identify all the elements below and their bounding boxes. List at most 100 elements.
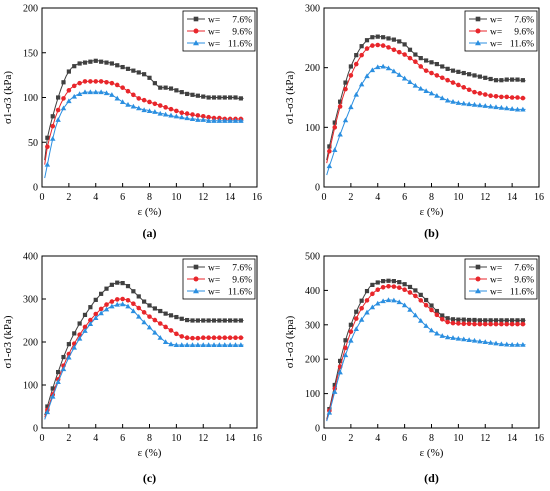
data-point — [131, 68, 136, 73]
data-point — [499, 321, 504, 327]
data-point — [342, 117, 349, 123]
chart-panel-2: 0 2 4 6 8 10 12 14 16 0 100 200 300 ε (%) σ1-σ3 (kPa) (… — [284, 4, 544, 241]
data-point — [227, 118, 233, 123]
legend-item: w= 7.6% — [187, 15, 252, 25]
data-point — [353, 91, 359, 97]
y-tick-label: 500 — [305, 252, 320, 263]
data-point — [200, 342, 206, 348]
data-point — [434, 330, 440, 336]
data-point — [125, 297, 131, 303]
legend-prefix: w= — [208, 39, 220, 49]
data-point — [195, 335, 201, 341]
data-point — [173, 113, 180, 119]
x-tick-label: 6 — [402, 192, 407, 203]
data-point — [338, 358, 343, 364]
data-point — [455, 335, 462, 341]
legend-prefix: w= — [490, 15, 502, 25]
data-point — [418, 298, 424, 303]
data-point — [179, 316, 184, 321]
data-point — [493, 104, 499, 110]
data-point — [158, 85, 163, 90]
data-point — [493, 94, 499, 99]
data-point — [391, 37, 396, 42]
data-point — [332, 120, 337, 125]
data-point — [72, 331, 77, 336]
data-point — [396, 299, 402, 305]
y-axis-label: σ1-σ3 (kPa) — [2, 71, 14, 124]
x-tick-label: 14 — [225, 433, 235, 444]
data-point — [211, 342, 217, 348]
data-point — [99, 291, 104, 296]
legend-marker — [475, 264, 481, 270]
data-point — [190, 335, 195, 341]
data-point — [520, 318, 525, 323]
data-point — [179, 110, 185, 116]
data-point — [439, 333, 445, 338]
series-w11-6 — [326, 297, 526, 422]
y-tick-label: 200 — [305, 355, 320, 366]
data-point — [402, 52, 407, 57]
data-point — [228, 318, 233, 323]
data-point — [434, 73, 440, 78]
data-point — [348, 337, 354, 343]
data-point — [402, 42, 407, 47]
data-point — [233, 318, 238, 323]
data-point — [504, 318, 509, 323]
data-point — [445, 319, 450, 325]
data-point — [482, 92, 488, 97]
data-point — [77, 321, 82, 326]
data-point — [381, 279, 386, 284]
legend-item: w= 9.6% — [469, 275, 534, 285]
data-point — [163, 324, 168, 330]
data-point — [450, 320, 456, 326]
data-point — [109, 92, 115, 97]
series-w7-6 — [44, 280, 244, 416]
data-point — [444, 334, 451, 340]
chart-panel-1: 0 2 4 6 8 10 12 14 16 0 50 100 150 200 ε (%) σ1-σ3 (kPa… — [2, 4, 262, 241]
data-point — [380, 298, 386, 304]
data-point — [418, 85, 424, 91]
data-point — [488, 76, 493, 82]
data-point — [147, 314, 152, 319]
legend-label: 11.6% — [228, 39, 252, 49]
x-tick-label: 2 — [348, 433, 353, 444]
x-tick-label: 8 — [429, 433, 434, 444]
data-point — [114, 95, 120, 101]
data-point — [423, 68, 429, 73]
y-tick-label: 0 — [315, 183, 320, 194]
data-point — [510, 77, 515, 82]
data-point — [488, 321, 493, 327]
data-point — [66, 354, 72, 360]
data-point — [98, 306, 104, 312]
data-point — [515, 95, 520, 100]
data-point — [189, 116, 196, 122]
data-point — [61, 96, 66, 101]
data-point — [364, 309, 370, 315]
data-point — [93, 297, 98, 302]
data-point — [343, 86, 348, 92]
legend-label: 9.6% — [514, 27, 534, 37]
data-point — [131, 289, 136, 294]
x-tick-label: 12 — [198, 192, 208, 203]
data-point — [353, 61, 359, 67]
x-tick-label: 0 — [322, 433, 327, 444]
data-point — [174, 88, 179, 93]
data-point — [211, 335, 217, 341]
data-point — [348, 322, 353, 327]
data-point — [450, 317, 456, 322]
data-point — [238, 96, 243, 101]
data-point — [412, 312, 419, 318]
data-point — [206, 318, 211, 323]
data-point — [337, 369, 343, 375]
legend: w= 7.6%w= 9.6%w= 11.6% — [182, 258, 256, 300]
data-point — [364, 73, 370, 79]
y-axis-label: σ1-σ3 (kPa) — [2, 315, 14, 368]
data-point — [424, 297, 429, 303]
legend-item: w= 9.6% — [187, 275, 252, 285]
x-tick-label: 10 — [453, 192, 463, 203]
data-point — [98, 89, 104, 95]
data-point — [466, 337, 472, 342]
data-point — [157, 321, 163, 326]
legend-label: 11.6% — [510, 39, 534, 49]
data-point — [56, 370, 61, 375]
